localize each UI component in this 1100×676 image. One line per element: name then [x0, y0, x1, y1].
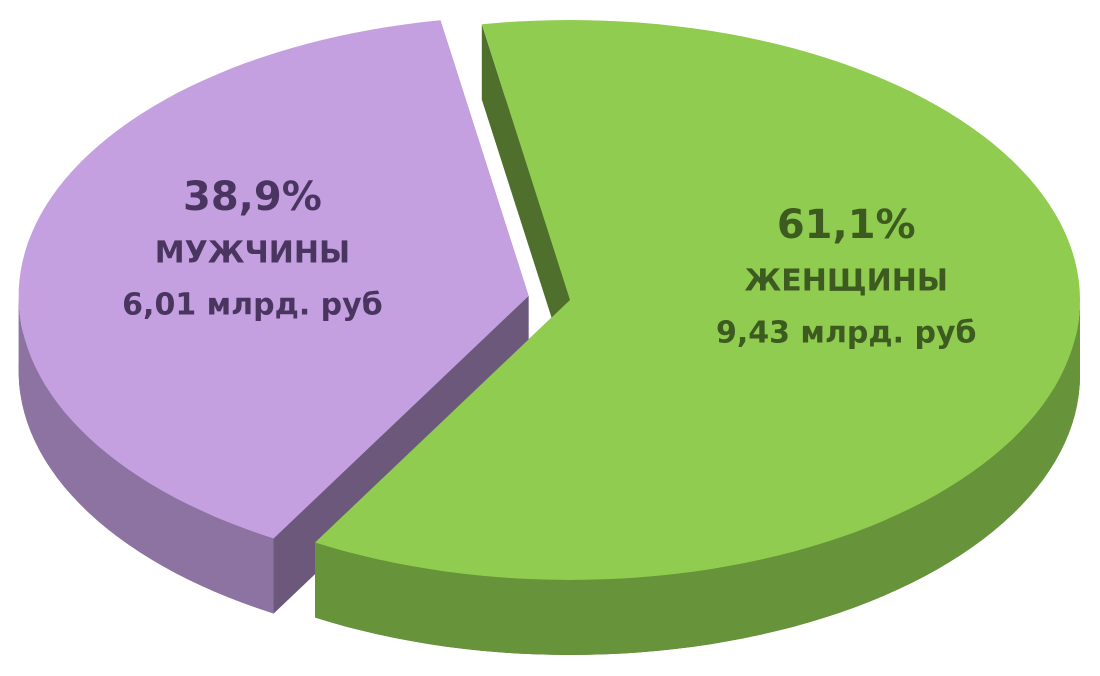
slice — [315, 20, 1080, 580]
slice-wall — [315, 300, 1080, 655]
category-label: ЖЕНЩИНЫ — [745, 264, 948, 299]
amount-label: 9,43 млрд. руб — [716, 316, 976, 351]
value-label: 61,1% — [777, 202, 916, 248]
category-label: МУЖЧИНЫ — [155, 235, 350, 270]
value-label: 38,9% — [183, 174, 322, 220]
slice-wall — [18, 296, 274, 614]
amount-label: 6,01 млрд. руб — [122, 287, 382, 322]
slice-side — [481, 24, 570, 375]
slice — [18, 20, 529, 539]
